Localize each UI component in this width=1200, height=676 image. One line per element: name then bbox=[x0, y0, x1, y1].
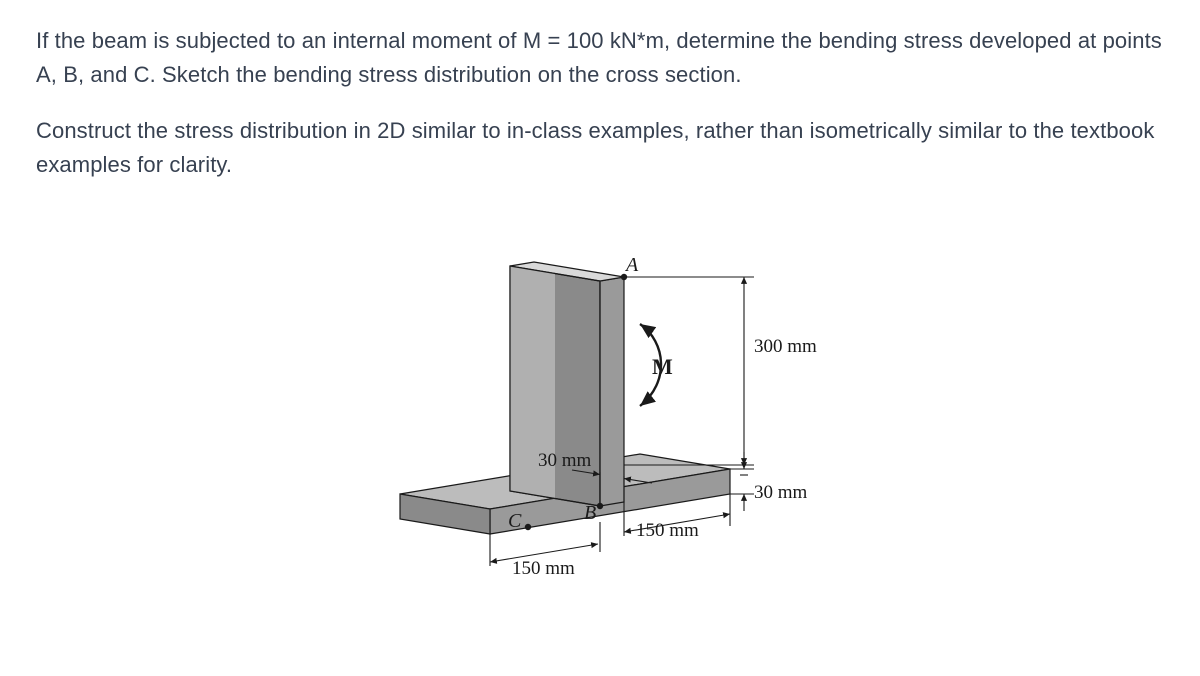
label-m: M bbox=[652, 354, 673, 380]
problem-statement: If the beam is subjected to an internal … bbox=[36, 24, 1164, 182]
web-front-face bbox=[600, 277, 624, 506]
problem-para-1: If the beam is subjected to an internal … bbox=[36, 24, 1164, 92]
label-b: B bbox=[584, 502, 596, 525]
dim-300mm bbox=[624, 277, 754, 465]
label-c: C bbox=[508, 510, 521, 533]
dim-label-30-web: 30 mm bbox=[538, 450, 591, 472]
problem-para-2: Construct the stress distribution in 2D … bbox=[36, 114, 1164, 182]
dim-label-150-right: 150 mm bbox=[636, 520, 699, 542]
beam-svg bbox=[340, 204, 860, 624]
dim-label-300: 300 mm bbox=[754, 336, 817, 358]
beam-cross-section-figure: A M B C 300 mm 30 mm 30 mm 150 mm 150 mm bbox=[340, 204, 860, 624]
dim-30mm-flange bbox=[730, 452, 754, 511]
label-a: A bbox=[626, 254, 638, 277]
dim-label-150-left: 150 mm bbox=[512, 558, 575, 580]
dim-label-30-flange: 30 mm bbox=[754, 482, 807, 504]
point-c-dot bbox=[525, 524, 531, 530]
